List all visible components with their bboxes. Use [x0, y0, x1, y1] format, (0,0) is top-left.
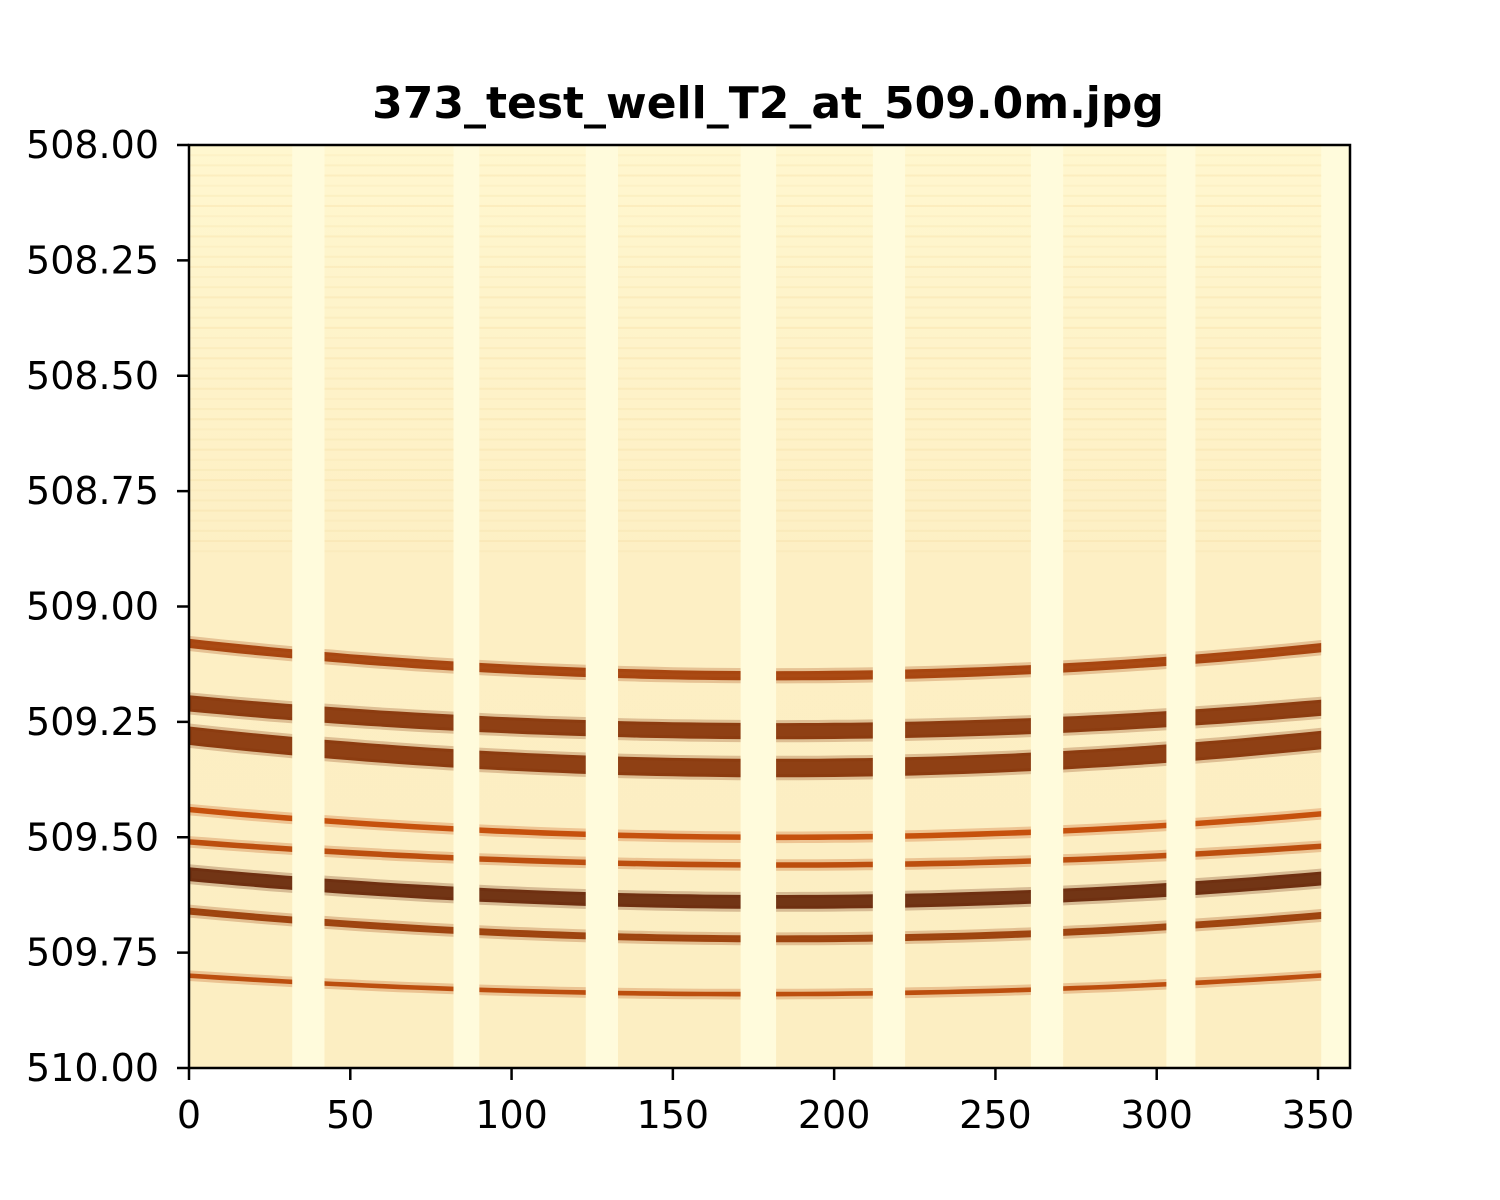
plot-area [189, 145, 1350, 1068]
y-tick-label: 508.00 [26, 123, 159, 167]
bedding-band-halo [189, 635, 1350, 684]
x-tick-label: 200 [798, 1093, 871, 1137]
pad-gap [585, 145, 619, 1068]
y-tick-label: 509.75 [26, 931, 159, 975]
x-tick-label: 250 [959, 1093, 1032, 1137]
pad-gap [740, 145, 777, 1068]
y-tick-label: 509.50 [26, 815, 159, 859]
x-tick-label: 350 [1282, 1093, 1355, 1137]
pad-gap [872, 145, 906, 1068]
bedding-band-halo [189, 692, 1350, 743]
y-tick-label: 508.25 [26, 238, 159, 282]
x-tick-label: 150 [637, 1093, 710, 1137]
pad-gap [1030, 145, 1064, 1068]
bedding-band-halo [189, 803, 1350, 844]
pad-gap [453, 145, 480, 1068]
bedding-band-halo [189, 968, 1350, 1000]
bedding-band-halo [189, 864, 1350, 912]
x-tick-label: 50 [326, 1093, 374, 1137]
y-axis: 508.00 508.25 508.50 508.75 509.00 509.25 509.… [26, 123, 189, 1090]
pad-gap [1321, 145, 1350, 1068]
x-tick-label: 0 [177, 1093, 201, 1137]
x-axis: 0 50 100 150 200 250 300 350 [177, 1068, 1354, 1137]
bedding-band-halo [189, 904, 1350, 946]
pad-gap [292, 145, 325, 1068]
y-tick-label: 508.50 [26, 354, 159, 398]
y-tick-label: 509.25 [26, 700, 159, 744]
x-tick-label: 300 [1120, 1093, 1193, 1137]
bedding-band-halo [189, 836, 1350, 871]
bedding-band-halo [189, 723, 1350, 781]
y-tick-label: 510.00 [26, 1046, 159, 1090]
pad-gap [1166, 145, 1196, 1068]
y-tick-label: 508.75 [26, 469, 159, 513]
chart-title: 373_test_well_T2_at_509.0m.jpg [372, 78, 1164, 129]
x-tick-label: 100 [475, 1093, 548, 1137]
y-tick-label: 509.00 [26, 585, 159, 629]
